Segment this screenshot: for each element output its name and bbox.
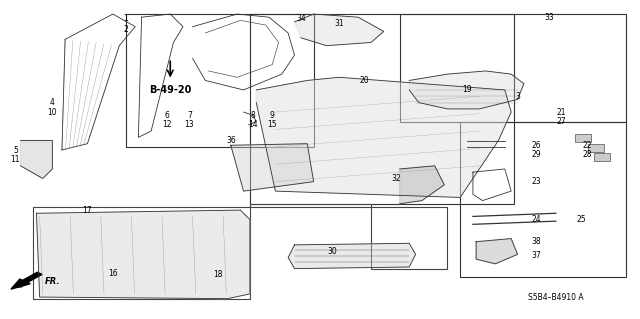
Bar: [250, 14, 515, 204]
Text: 5: 5: [13, 145, 18, 154]
Text: 19: 19: [461, 85, 472, 94]
Text: FR.: FR.: [45, 277, 60, 286]
Text: 15: 15: [268, 120, 277, 129]
Text: B-49-20: B-49-20: [149, 85, 191, 95]
Text: 31: 31: [334, 19, 344, 28]
Text: 17: 17: [83, 206, 92, 215]
Text: 36: 36: [226, 136, 236, 145]
Text: 8: 8: [251, 111, 255, 120]
Text: 22: 22: [583, 141, 593, 150]
Text: 3: 3: [515, 92, 520, 101]
Text: 1: 1: [124, 14, 128, 23]
Text: 27: 27: [556, 117, 566, 126]
Text: 7: 7: [187, 111, 192, 120]
Polygon shape: [20, 141, 52, 178]
Polygon shape: [294, 14, 384, 46]
Text: S5B4–B4910 A: S5B4–B4910 A: [528, 293, 584, 301]
Polygon shape: [409, 71, 524, 109]
Text: 23: 23: [532, 177, 541, 186]
Text: 11: 11: [11, 155, 20, 164]
Text: 21: 21: [556, 108, 566, 116]
Text: 29: 29: [532, 150, 541, 159]
Text: 28: 28: [583, 150, 593, 159]
Text: 2: 2: [124, 25, 128, 34]
Polygon shape: [399, 166, 444, 204]
Bar: [125, 14, 314, 147]
Text: 16: 16: [108, 269, 118, 278]
Bar: [460, 122, 626, 277]
Polygon shape: [288, 243, 415, 269]
Bar: [399, 14, 626, 122]
Text: 24: 24: [532, 215, 541, 224]
Bar: [588, 144, 604, 152]
Polygon shape: [231, 144, 314, 191]
Text: 18: 18: [213, 271, 223, 279]
Bar: [575, 134, 591, 142]
Text: 25: 25: [577, 215, 586, 224]
Text: 9: 9: [270, 111, 275, 120]
Text: 32: 32: [392, 174, 401, 183]
Text: 20: 20: [360, 76, 369, 85]
Text: 34: 34: [296, 14, 306, 23]
Text: 13: 13: [184, 120, 194, 129]
Polygon shape: [36, 210, 250, 299]
Polygon shape: [476, 239, 518, 264]
Polygon shape: [256, 77, 511, 197]
Text: 10: 10: [47, 108, 57, 116]
Text: 30: 30: [328, 247, 338, 256]
Text: 26: 26: [532, 141, 541, 150]
Text: 38: 38: [532, 237, 541, 246]
Text: 37: 37: [532, 251, 541, 260]
Text: 33: 33: [545, 13, 554, 22]
Text: 6: 6: [164, 111, 170, 120]
FancyArrow shape: [11, 272, 42, 289]
Text: 12: 12: [163, 120, 172, 129]
Bar: [594, 153, 610, 161]
Text: 4: 4: [50, 98, 55, 107]
Text: 14: 14: [248, 120, 258, 129]
